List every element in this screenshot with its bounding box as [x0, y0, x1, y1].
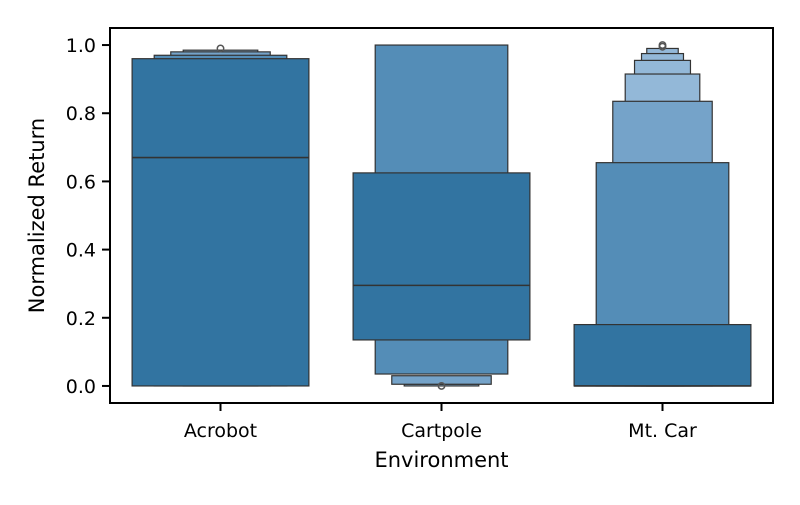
x-tick-label: Cartpole: [401, 420, 482, 442]
boxen-box: [573, 323, 752, 387]
y-axis: 0.0 0.2 0.4 0.6 0.8 1.0: [66, 35, 110, 398]
boxen-group-1: [352, 44, 531, 390]
y-tick-label: 0.6: [66, 171, 96, 193]
y-tick-label: 1.0: [66, 35, 96, 57]
boxen-box: [131, 58, 310, 387]
boxen-group-2: [573, 41, 752, 387]
outlier-point: [437, 382, 446, 390]
x-axis: Acrobot Cartpole Mt. Car: [184, 403, 697, 442]
y-tick-label: 0.8: [66, 103, 96, 125]
outlier-point: [216, 44, 225, 53]
boxen-box: [352, 172, 531, 341]
y-tick-label: 0.0: [66, 376, 96, 398]
outlier-point: [658, 41, 667, 49]
x-tick-label: Acrobot: [184, 420, 257, 442]
y-tick-label: 0.2: [66, 308, 96, 330]
plot-area: [131, 41, 752, 390]
x-tick-label: Mt. Car: [628, 420, 697, 442]
boxen-box: [391, 375, 492, 385]
boxen-group-0: [131, 44, 310, 387]
x-axis-title: Environment: [374, 448, 508, 472]
y-tick-label: 0.4: [66, 240, 96, 262]
y-axis-title: Normalized Return: [25, 118, 49, 313]
